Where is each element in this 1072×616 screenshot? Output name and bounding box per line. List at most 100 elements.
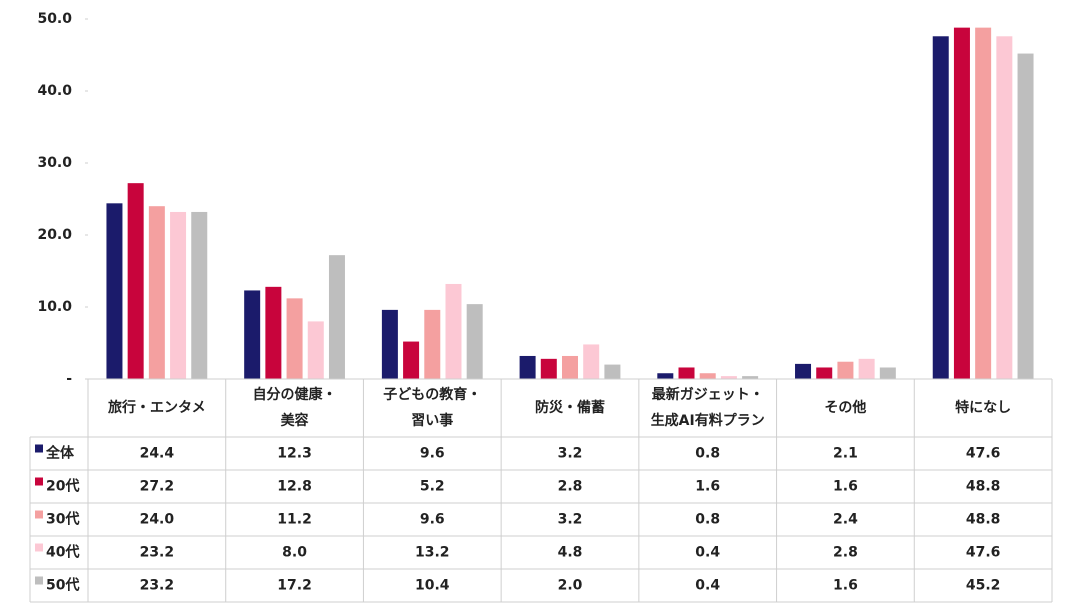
table-cell: 0.4	[695, 578, 720, 594]
bar	[742, 376, 759, 379]
table-cell: 48.8	[966, 512, 1001, 528]
bar	[424, 309, 441, 379]
x-tick-label: 特になし	[955, 399, 1011, 416]
table-cell: 24.4	[140, 446, 175, 462]
bar	[307, 321, 324, 379]
table-cell: 3.2	[558, 512, 583, 528]
table-cell: 17.2	[277, 578, 312, 594]
x-tick-line: その他	[824, 399, 866, 416]
table-cell: 0.8	[695, 446, 720, 462]
legend-swatch	[35, 477, 43, 486]
legend-swatch	[35, 444, 43, 453]
bar	[879, 367, 896, 379]
table-cell: 2.1	[833, 446, 858, 462]
y-tick-label: 10.0	[37, 299, 72, 315]
table-cell: 12.3	[277, 446, 312, 462]
table-cell: 5.2	[420, 479, 445, 495]
bar	[562, 355, 578, 379]
table-cell: 9.6	[420, 512, 445, 528]
table-cell: 2.8	[833, 545, 858, 561]
legend-label: 30代	[46, 511, 79, 528]
bar	[720, 376, 737, 379]
bar	[583, 344, 600, 379]
x-tick-line: 防災・備蓄	[535, 399, 605, 416]
bar	[699, 373, 716, 379]
table-cell: 45.2	[966, 578, 1001, 594]
bar	[540, 358, 557, 379]
table-cell: 8.0	[282, 545, 307, 561]
x-tick-line: 特になし	[955, 399, 1011, 416]
bar	[1017, 53, 1034, 380]
bar	[604, 364, 621, 379]
table-cell: 1.6	[695, 479, 720, 495]
x-tick-label: 自分の健康・美容	[253, 386, 337, 429]
x-tick-line: 生成AI有料プラン	[651, 412, 765, 429]
bar	[148, 206, 165, 379]
x-tick-line: 自分の健康・	[253, 386, 337, 403]
legend-swatch	[35, 576, 43, 585]
y-tick-label: 30.0	[37, 155, 72, 171]
bar	[466, 304, 483, 379]
bar	[932, 36, 949, 379]
table-cell: 9.6	[420, 446, 445, 462]
y-tick-label: 40.0	[37, 83, 72, 99]
table-cell: 47.6	[966, 446, 1001, 462]
table-cell: 0.4	[695, 545, 720, 561]
bar	[381, 309, 398, 379]
bar	[244, 290, 261, 379]
table-cell: 10.4	[415, 578, 450, 594]
bar	[519, 355, 536, 379]
bar	[286, 298, 303, 379]
bar	[975, 27, 992, 379]
y-tick-label: 50.0	[37, 11, 72, 27]
x-tick-line: 最新ガジェット・	[652, 386, 764, 403]
bar	[265, 286, 282, 379]
table-cell: 13.2	[415, 545, 450, 561]
y-tick-label: -	[66, 371, 72, 387]
y-tick-label: 20.0	[37, 227, 72, 243]
table-cell: 24.0	[140, 512, 175, 528]
bar	[996, 36, 1013, 379]
bar	[403, 341, 420, 379]
table-cell: 27.2	[140, 479, 175, 495]
table-cell: 4.8	[558, 545, 583, 561]
table-cell: 0.8	[695, 512, 720, 528]
table-cell: 2.0	[558, 578, 583, 594]
x-tick-label: 防災・備蓄	[535, 399, 605, 416]
legend-label: 50代	[46, 577, 79, 594]
x-tick-line: 美容	[281, 412, 309, 429]
bar	[657, 373, 674, 379]
table-cell: 12.8	[277, 479, 312, 495]
table-cell: 3.2	[558, 446, 583, 462]
x-tick-label: 旅行・エンタメ	[108, 399, 206, 416]
table-cell: 2.4	[833, 512, 858, 528]
legend-swatch	[35, 510, 43, 519]
bar	[816, 367, 833, 379]
bar	[445, 283, 462, 379]
table-cell: 48.8	[966, 479, 1001, 495]
x-tick-label: 最新ガジェット・生成AI有料プラン	[651, 386, 765, 429]
legend-swatch	[35, 543, 43, 552]
bar	[837, 361, 854, 379]
table-cell: 23.2	[140, 545, 175, 561]
table-cell: 23.2	[140, 578, 175, 594]
x-tick-label: 子どもの教育・習い事	[383, 386, 481, 429]
legend-label: 40代	[46, 544, 79, 561]
bar	[858, 358, 875, 379]
table-cell: 2.8	[558, 479, 583, 495]
x-tick-line: 旅行・エンタメ	[108, 399, 206, 416]
x-tick-label: その他	[824, 399, 866, 416]
table-cell: 11.2	[277, 512, 312, 528]
bar	[795, 363, 812, 379]
legend-label: 全体	[45, 445, 75, 462]
bar	[191, 211, 208, 379]
table-cell: 47.6	[966, 545, 1001, 561]
x-tick-line: 子どもの教育・	[383, 386, 481, 403]
bar	[106, 203, 123, 379]
bar	[678, 367, 695, 379]
bar	[127, 183, 144, 379]
bar	[953, 27, 970, 379]
bar	[328, 255, 345, 379]
bar	[170, 211, 187, 379]
